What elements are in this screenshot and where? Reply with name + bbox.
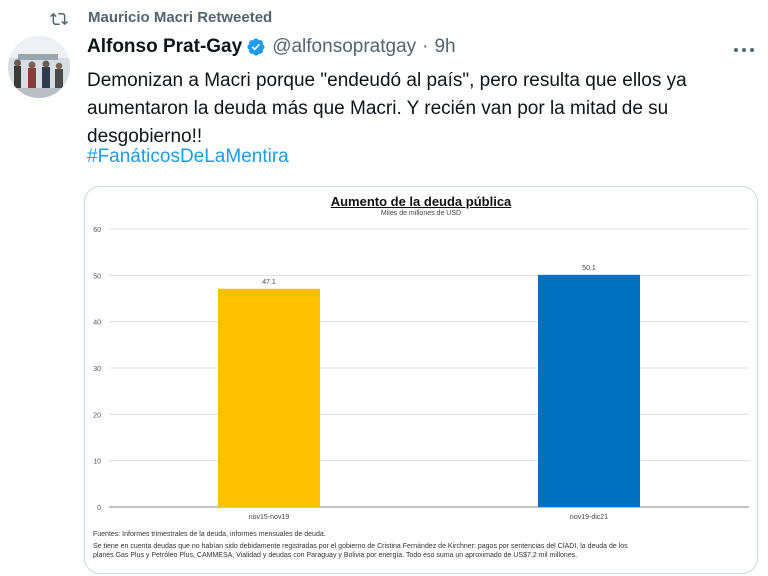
chart-footnote-sources: Fuentes: Informes trimestrales de la deu… <box>93 531 326 538</box>
chart-footnote-note-2: planes Gas Plus y Petróleo Plus, CAMMESA… <box>93 552 578 559</box>
x-tick-label: nov19-dic21 <box>570 514 608 521</box>
y-tick-label: 60 <box>93 227 101 234</box>
data-label: 47.1 <box>262 279 276 286</box>
y-tick-label: 10 <box>93 459 101 466</box>
chart-title: Aumento de la deuda pública <box>330 194 512 209</box>
bar <box>218 288 320 507</box>
tweet-timestamp[interactable]: 9h <box>434 36 456 57</box>
avatar-photo <box>8 36 70 98</box>
data-label: 50.1 <box>582 265 596 272</box>
verified-badge-icon[interactable] <box>246 37 266 57</box>
y-tick-label: 0 <box>97 505 101 512</box>
chart-footnote-note-1: Se tiene en cuenta deudas que no habían … <box>93 543 628 550</box>
separator-dot: · <box>422 36 429 57</box>
retweet-indicator[interactable]: Mauricio Macri Retweeted <box>50 8 272 30</box>
author-handle[interactable]: @alfonsopratgay <box>272 36 417 57</box>
retweet-icon <box>50 12 68 26</box>
more-options-icon[interactable] <box>732 40 756 60</box>
chart-image-card[interactable]: 0 10 20 30 40 50 60 47.1 nov15-nov19 50.1 nov19-di… <box>84 186 758 574</box>
y-tick-label: 50 <box>93 273 101 280</box>
y-tick-label: 40 <box>93 320 101 327</box>
author-name[interactable]: Alfonso Prat-Gay <box>87 36 243 57</box>
hashtag-link[interactable]: #FanáticosDeLaMentira <box>87 146 289 167</box>
x-tick-label: nov15-nov19 <box>249 514 290 521</box>
tweet-header: Alfonso Prat-Gay @alfonsopratgay · 9h <box>87 36 456 58</box>
chart-subtitle: Miles de millones de USD <box>380 210 462 217</box>
retweet-label[interactable]: Mauricio Macri Retweeted <box>88 9 273 26</box>
author-avatar[interactable] <box>8 36 70 98</box>
y-tick-label: 30 <box>93 366 101 373</box>
tweet-body: Demonizan a Macri porque "endeudó al paí… <box>87 70 687 147</box>
bar <box>538 274 640 507</box>
bar-chart: 0 10 20 30 40 50 60 47.1 nov15-nov19 50.1 nov19-di… <box>93 227 749 521</box>
y-tick-label: 20 <box>93 412 101 419</box>
